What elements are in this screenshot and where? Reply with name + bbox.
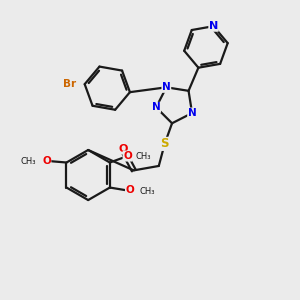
Text: N: N xyxy=(162,82,171,92)
Text: CH₃: CH₃ xyxy=(21,157,37,166)
Text: CH₃: CH₃ xyxy=(136,152,151,161)
Text: Br: Br xyxy=(63,79,76,89)
Text: CH₃: CH₃ xyxy=(140,187,155,196)
Text: S: S xyxy=(160,137,169,150)
Text: O: O xyxy=(119,144,128,154)
Text: O: O xyxy=(125,185,134,196)
Text: O: O xyxy=(123,151,132,161)
Text: O: O xyxy=(42,156,51,166)
Text: N: N xyxy=(188,108,197,118)
Text: N: N xyxy=(209,21,218,31)
Text: N: N xyxy=(152,102,161,112)
